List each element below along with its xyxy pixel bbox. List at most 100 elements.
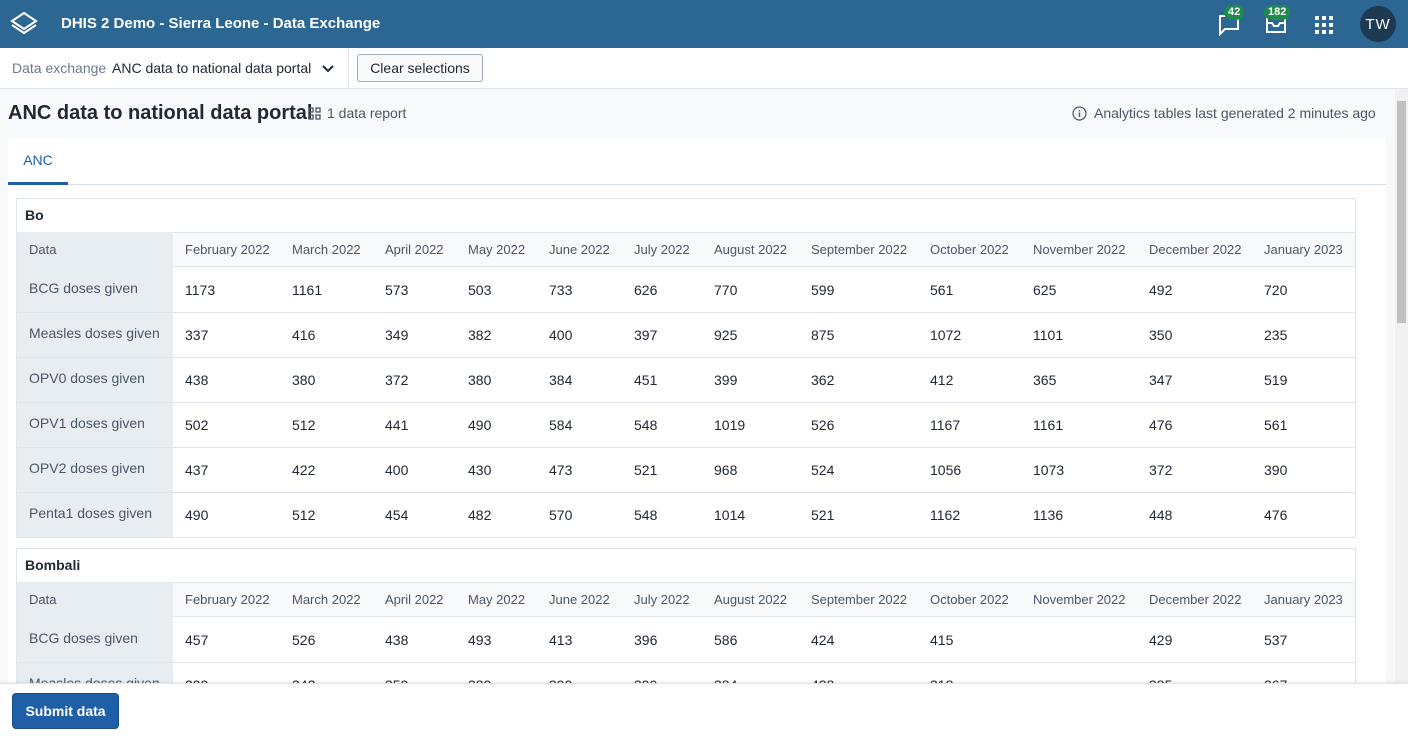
value-cell: 342: [292, 677, 315, 683]
value-cell: 586: [714, 632, 738, 648]
data-column-bg: [17, 582, 173, 683]
column-header: September 2022: [811, 592, 908, 607]
content: ANC data to national data portal 1 data …: [0, 89, 1395, 683]
column-header: April 2022: [385, 592, 444, 607]
value-cell: 561: [930, 282, 954, 298]
value-cell: 429: [1149, 632, 1173, 648]
value-cell: 584: [549, 417, 573, 433]
value-cell: 400: [549, 327, 573, 343]
exchange-label: Data exchange: [12, 60, 107, 76]
value-cell: 492: [1149, 282, 1173, 298]
column-header: January 2023: [1264, 242, 1343, 257]
messages-badge: 42: [1224, 5, 1245, 20]
value-cell: 537: [1264, 632, 1288, 648]
column-header: October 2022: [930, 242, 1009, 257]
exchange-value[interactable]: ANC data to national data portal: [112, 60, 312, 76]
value-cell: 1136: [1033, 507, 1064, 523]
scrollbar[interactable]: [1395, 89, 1408, 683]
value-cell: 422: [292, 462, 316, 478]
value-cell: 573: [385, 282, 409, 298]
info-icon: [1072, 106, 1087, 121]
value-cell: 441: [385, 417, 409, 433]
column-header: December 2022: [1149, 592, 1242, 607]
table-title: Bo: [25, 207, 44, 223]
value-cell: 428: [811, 677, 834, 683]
tab[interactable]: ANC: [8, 137, 68, 185]
submit-button[interactable]: Submit data: [12, 693, 119, 729]
table-card: Bombali Data February 2022 March 2022 April …: [16, 548, 1356, 683]
value-cell: 526: [811, 417, 835, 433]
value-cell: 503: [468, 282, 492, 298]
value-cell: 570: [549, 507, 573, 523]
row-label: OPV1 doses given: [29, 415, 145, 431]
value-cell: 337: [185, 327, 209, 343]
column-header: February 2022: [185, 242, 270, 257]
value-cell: 561: [1264, 417, 1288, 433]
footer: Submit data: [0, 683, 1408, 736]
value-cell: 416: [292, 327, 316, 343]
value-cell: 382: [468, 327, 492, 343]
column-header: June 2022: [549, 242, 610, 257]
value-cell: 476: [1149, 417, 1173, 433]
header-row: [17, 582, 1355, 617]
value-cell: 365: [1033, 372, 1057, 388]
value-cell: 397: [634, 327, 658, 343]
value-cell: 424: [811, 632, 835, 648]
apps-icon[interactable]: [1315, 16, 1333, 34]
value-cell: 347: [1149, 372, 1173, 388]
value-cell: 362: [811, 372, 835, 388]
row-label: Penta1 doses given: [29, 505, 152, 521]
value-cell: 367: [1264, 677, 1287, 683]
column-header: Data: [29, 592, 57, 607]
value-cell: 389: [468, 677, 491, 683]
report-count: 1 data report: [327, 105, 407, 121]
clear-button[interactable]: Clear selections: [357, 54, 483, 82]
app-title: DHIS 2 Demo - Sierra Leone - Data Exchan…: [61, 15, 381, 32]
value-cell: 476: [1264, 507, 1288, 523]
value-cell: 526: [292, 632, 316, 648]
row-border: [17, 447, 1355, 448]
value-cell: 399: [634, 677, 657, 683]
data-column-bg: [17, 232, 173, 537]
value-cell: 451: [634, 372, 658, 388]
value-cell: 519: [1264, 372, 1288, 388]
value-cell: 372: [385, 372, 409, 388]
header-bar: DHIS 2 Demo - Sierra Leone - Data Exchan…: [0, 0, 1408, 48]
column-header: September 2022: [811, 242, 908, 257]
report-icon: [308, 107, 321, 120]
value-cell: 1019: [714, 417, 746, 433]
column-header: Data: [29, 242, 57, 257]
value-cell: 626: [634, 282, 658, 298]
value-cell: 1073: [1033, 462, 1065, 478]
column-header: July 2022: [634, 592, 690, 607]
value-cell: 490: [185, 507, 209, 523]
column-header: August 2022: [714, 592, 788, 607]
row-label: BCG doses given: [29, 630, 138, 646]
value-cell: 318: [930, 677, 953, 683]
value-cell: 733: [549, 282, 573, 298]
row-border: [17, 357, 1355, 358]
value-cell: 482: [468, 507, 492, 523]
value-cell: 521: [811, 507, 835, 523]
value-cell: 380: [292, 372, 316, 388]
value-cell: 384: [549, 372, 573, 388]
value-cell: 625: [1033, 282, 1057, 298]
value-cell: 490: [468, 417, 492, 433]
column-header: December 2022: [1149, 242, 1242, 257]
column-header: July 2022: [634, 242, 690, 257]
avatar[interactable]: TW: [1360, 6, 1396, 42]
value-cell: 235: [1264, 327, 1288, 343]
row-border: [17, 662, 1355, 663]
value-cell: 349: [385, 327, 409, 343]
scroll-thumb[interactable]: [1397, 101, 1406, 323]
dropdown-arrow[interactable]: [321, 62, 335, 76]
row-label: BCG doses given: [29, 280, 138, 296]
value-cell: 437: [185, 462, 209, 478]
logo[interactable]: [10, 10, 38, 38]
value-cell: 524: [811, 462, 835, 478]
value-cell: 1167: [930, 417, 961, 433]
column-header: May 2022: [468, 242, 526, 257]
column-header: April 2022: [385, 242, 444, 257]
value-cell: 400: [385, 462, 409, 478]
row-label: Measles doses given: [29, 325, 160, 341]
